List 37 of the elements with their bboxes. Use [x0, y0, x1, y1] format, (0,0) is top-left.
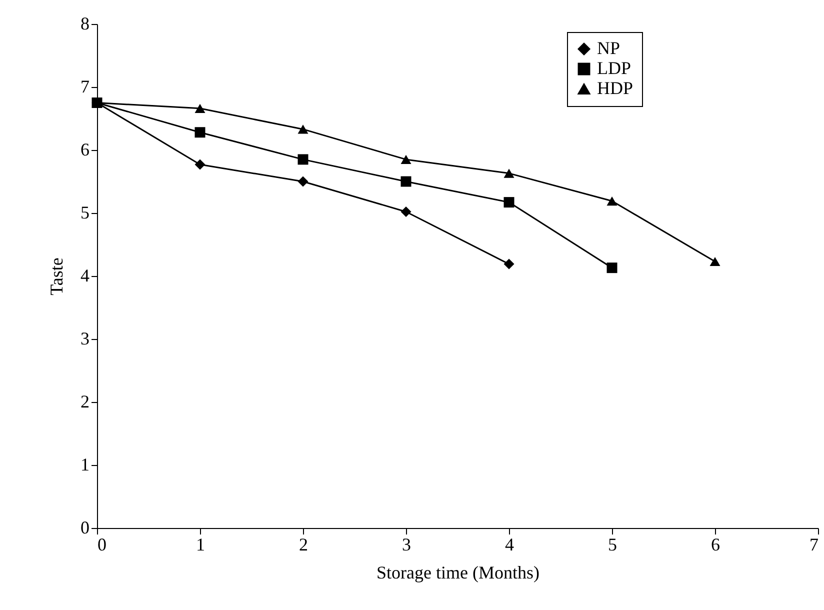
- x-tick-label: 4: [505, 534, 514, 554]
- y-tick-label: 1: [80, 454, 90, 474]
- x-tick-label: 1: [196, 534, 205, 554]
- x-tick-label: 5: [608, 534, 617, 554]
- x-tick-label: 3: [402, 534, 411, 554]
- y-tick-label: 8: [80, 14, 90, 34]
- point: [606, 262, 618, 274]
- legend-label: HDP: [597, 78, 634, 98]
- y-tick-label: 0: [80, 518, 90, 538]
- point: [504, 197, 514, 208]
- x-axis-title: Storage time (Months): [376, 562, 540, 582]
- point: [606, 196, 618, 206]
- y-tick-label: 6: [80, 140, 90, 160]
- y-tick-label: 5: [80, 202, 90, 222]
- x-tick-label: 6: [711, 534, 720, 554]
- point: [194, 104, 206, 113]
- point: [194, 159, 206, 170]
- x-tick-label: 7: [810, 534, 818, 554]
- y-tick-label: 7: [80, 76, 90, 96]
- y-tick-label: 2: [80, 392, 90, 412]
- point: [504, 168, 514, 178]
- x-tick-label: 2: [299, 534, 308, 554]
- point: [400, 154, 412, 164]
- point: [400, 176, 412, 187]
- y-axis-title: Taste: [46, 258, 66, 296]
- legend-label: NP: [597, 38, 620, 58]
- point: [710, 256, 720, 266]
- point: [194, 127, 206, 138]
- y-tick-label: 4: [80, 266, 90, 286]
- point: [298, 176, 308, 187]
- legend-label: LDP: [597, 58, 632, 78]
- x-tick-label: 0: [98, 534, 106, 554]
- point: [504, 258, 514, 270]
- point: [400, 206, 412, 217]
- point: [298, 154, 308, 165]
- point: [298, 124, 308, 134]
- y-tick-label: 3: [80, 328, 90, 348]
